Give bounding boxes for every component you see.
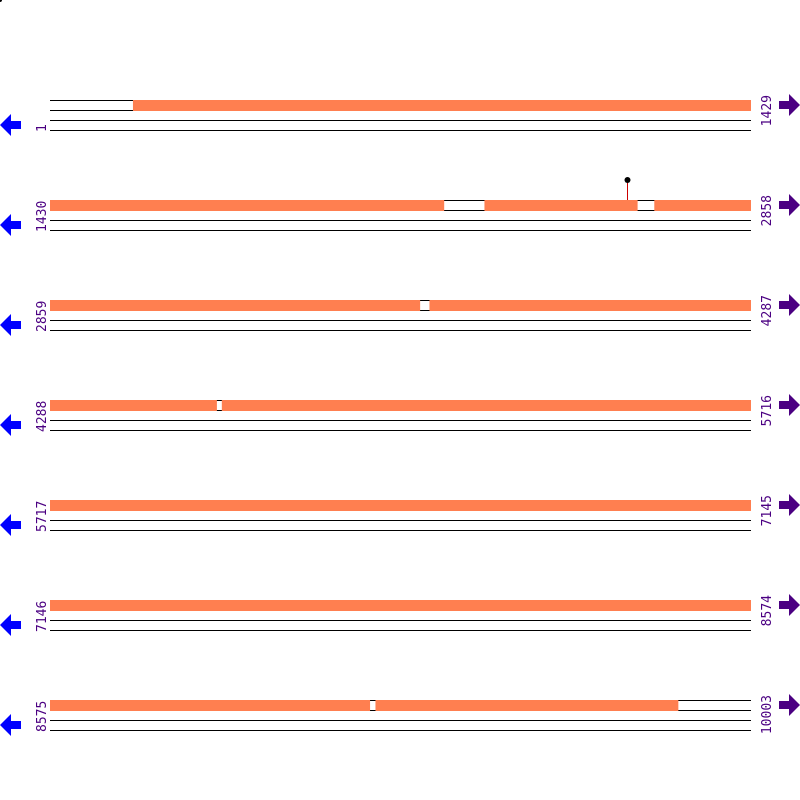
arrow-right-icon[interactable] bbox=[779, 394, 800, 416]
site-marker[interactable] bbox=[624, 177, 631, 183]
coverage-segment bbox=[50, 500, 751, 511]
row-start-label: 2859 bbox=[35, 301, 50, 332]
row-start-label: 8575 bbox=[35, 701, 50, 732]
coverage-segment bbox=[221, 400, 751, 411]
arrow-right-icon[interactable] bbox=[779, 194, 800, 216]
row-end-label: 1429 bbox=[760, 95, 775, 126]
row-end-label: 10003 bbox=[760, 695, 775, 734]
arrow-right-icon[interactable] bbox=[779, 494, 800, 516]
row-start-label: 7146 bbox=[35, 601, 50, 632]
row-end-label: 5716 bbox=[760, 395, 775, 426]
row-start-label: 1430 bbox=[35, 201, 50, 232]
arrow-right-icon[interactable] bbox=[779, 94, 800, 116]
arrow-left-icon[interactable] bbox=[0, 314, 21, 336]
sequence-row: 1430 2858 bbox=[0, 177, 800, 236]
coverage-segment bbox=[484, 200, 638, 211]
arrow-right-icon[interactable] bbox=[779, 694, 800, 716]
row-start-label: 4288 bbox=[35, 401, 50, 432]
coverage-segment bbox=[654, 200, 751, 211]
row-start-label: 5717 bbox=[35, 501, 50, 532]
row-end-label: 2858 bbox=[760, 195, 775, 226]
coverage-segment bbox=[375, 700, 679, 711]
arrow-left-icon[interactable] bbox=[0, 114, 21, 136]
coverage-segment bbox=[132, 100, 751, 111]
sequence-row: 7146 8574 bbox=[0, 594, 800, 636]
coverage-segment bbox=[50, 700, 371, 711]
arrow-right-icon[interactable] bbox=[779, 594, 800, 616]
sequence-row: 4288 5716 bbox=[0, 394, 800, 436]
sequence-row: 5717 7145 bbox=[0, 494, 800, 536]
coverage-segment bbox=[50, 600, 751, 611]
coverage-segment bbox=[50, 300, 421, 311]
arrow-left-icon[interactable] bbox=[0, 514, 21, 536]
sequence-row: 8575 10003 bbox=[0, 694, 800, 736]
arrow-left-icon[interactable] bbox=[0, 414, 21, 436]
arrow-left-icon[interactable] bbox=[0, 214, 21, 236]
arrow-left-icon[interactable] bbox=[0, 714, 21, 736]
arrow-right-icon[interactable] bbox=[779, 294, 800, 316]
row-start-label: 1 bbox=[35, 124, 50, 132]
coverage-segment bbox=[429, 300, 751, 311]
arrow-left-icon[interactable] bbox=[0, 614, 21, 636]
row-end-label: 8574 bbox=[760, 595, 775, 626]
row-end-label: 7145 bbox=[760, 495, 775, 526]
coverage-segment bbox=[50, 200, 445, 211]
coverage-segment bbox=[50, 400, 217, 411]
corner-dot bbox=[0, 0, 2, 2]
row-end-label: 4287 bbox=[760, 295, 775, 326]
sequence-row: 1 1429 bbox=[0, 94, 800, 136]
sequence-row: 2859 4287 bbox=[0, 294, 800, 336]
